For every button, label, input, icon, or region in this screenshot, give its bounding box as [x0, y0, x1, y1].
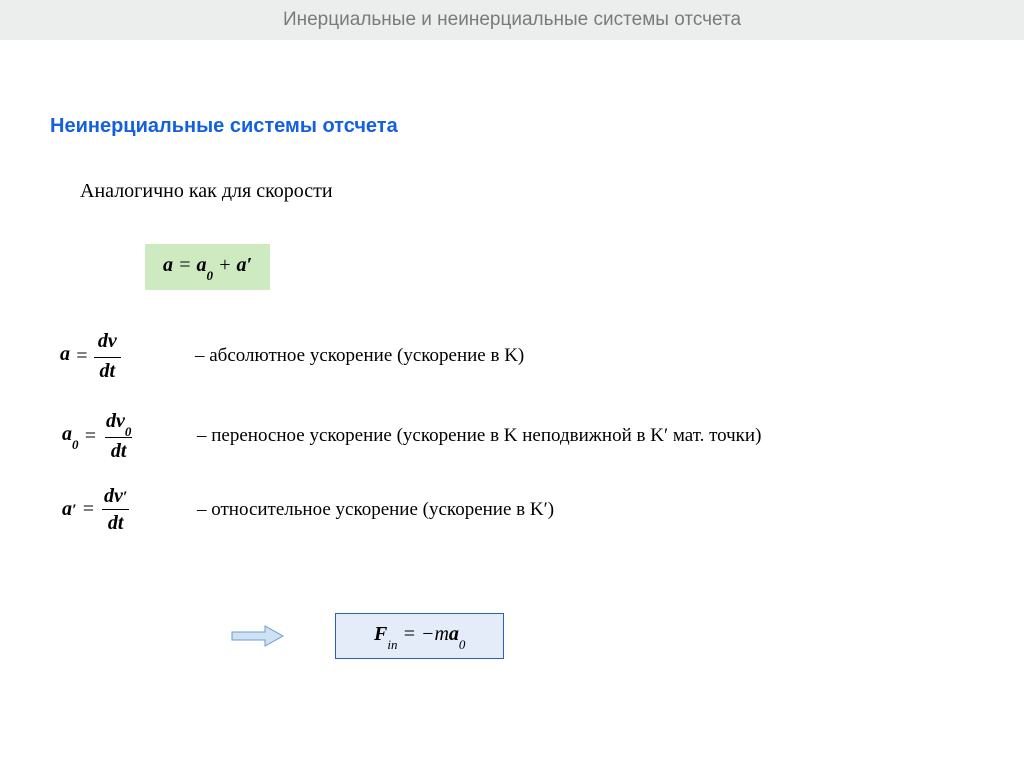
result-row: Fin = −ma0 [230, 613, 504, 659]
equation-row-2: a0 = dv0 dt – переносное ускорение (уско… [62, 410, 761, 462]
main-formula-box: a = a0 + a′ [145, 244, 270, 290]
intro-text: Аналогично как для скорости [80, 180, 333, 203]
result-m: m [434, 623, 448, 645]
eq1-lhs: a = dv dt [60, 330, 165, 382]
eq3-desc: – относительное ускорение (ускорение в K… [197, 499, 554, 521]
eq2-fraction: dv0 dt [102, 410, 135, 462]
result-F: F [374, 623, 387, 645]
equation-row-3: a′ = dv′ dt – относительное ускорение (у… [62, 485, 554, 534]
eq3-lhs: a′ = dv′ dt [62, 485, 167, 534]
formula-eq: = [178, 254, 192, 276]
formula-lhs: a [163, 254, 173, 276]
formula-a0: a [197, 254, 207, 276]
result-F-sub: in [387, 637, 397, 652]
section-title: Неинерциальные системы отсчета [50, 115, 398, 138]
formula-a0-sub: 0 [207, 268, 214, 283]
result-formula-box: Fin = −ma0 [335, 613, 504, 659]
result-a-sub: 0 [459, 637, 466, 652]
eq1-desc: – абсолютное ускорение (ускорение в K) [195, 345, 524, 367]
formula-prime: ′ [247, 254, 253, 276]
header-title: Инерциальные и неинерциальные системы от… [283, 9, 741, 31]
arrow-right-icon [230, 624, 285, 648]
eq3-fraction: dv′ dt [100, 485, 131, 534]
formula-plus: + [218, 254, 232, 276]
formula-aprime: a [237, 254, 247, 276]
eq1-fraction: dv dt [94, 330, 122, 382]
equation-row-1: a = dv dt – абсолютное ускорение (ускоре… [60, 330, 524, 382]
result-a: a [449, 623, 459, 645]
eq2-lhs: a0 = dv0 dt [62, 410, 167, 462]
eq2-desc: – переносное ускорение (ускорение в K не… [197, 425, 761, 447]
slide-header: Инерциальные и неинерциальные системы от… [0, 0, 1024, 40]
result-eq: = − [397, 623, 434, 645]
